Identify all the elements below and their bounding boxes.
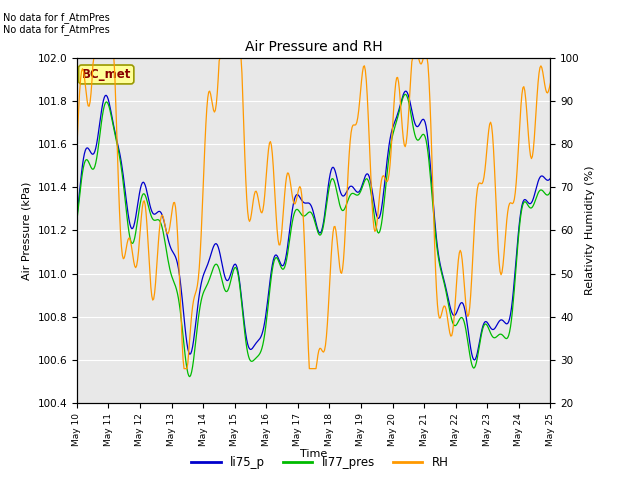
Legend: li75_p, li77_pres, RH: li75_p, li77_pres, RH <box>187 452 453 474</box>
Y-axis label: Air Pressure (kPa): Air Pressure (kPa) <box>22 181 32 279</box>
Title: Air Pressure and RH: Air Pressure and RH <box>244 40 383 54</box>
X-axis label: Time: Time <box>300 449 327 459</box>
Text: BC_met: BC_met <box>81 68 131 81</box>
Text: No data for f_AtmPres: No data for f_AtmPres <box>3 24 110 35</box>
Y-axis label: Relativity Humidity (%): Relativity Humidity (%) <box>586 166 595 295</box>
Text: No data for f_AtmPres: No data for f_AtmPres <box>3 12 110 23</box>
